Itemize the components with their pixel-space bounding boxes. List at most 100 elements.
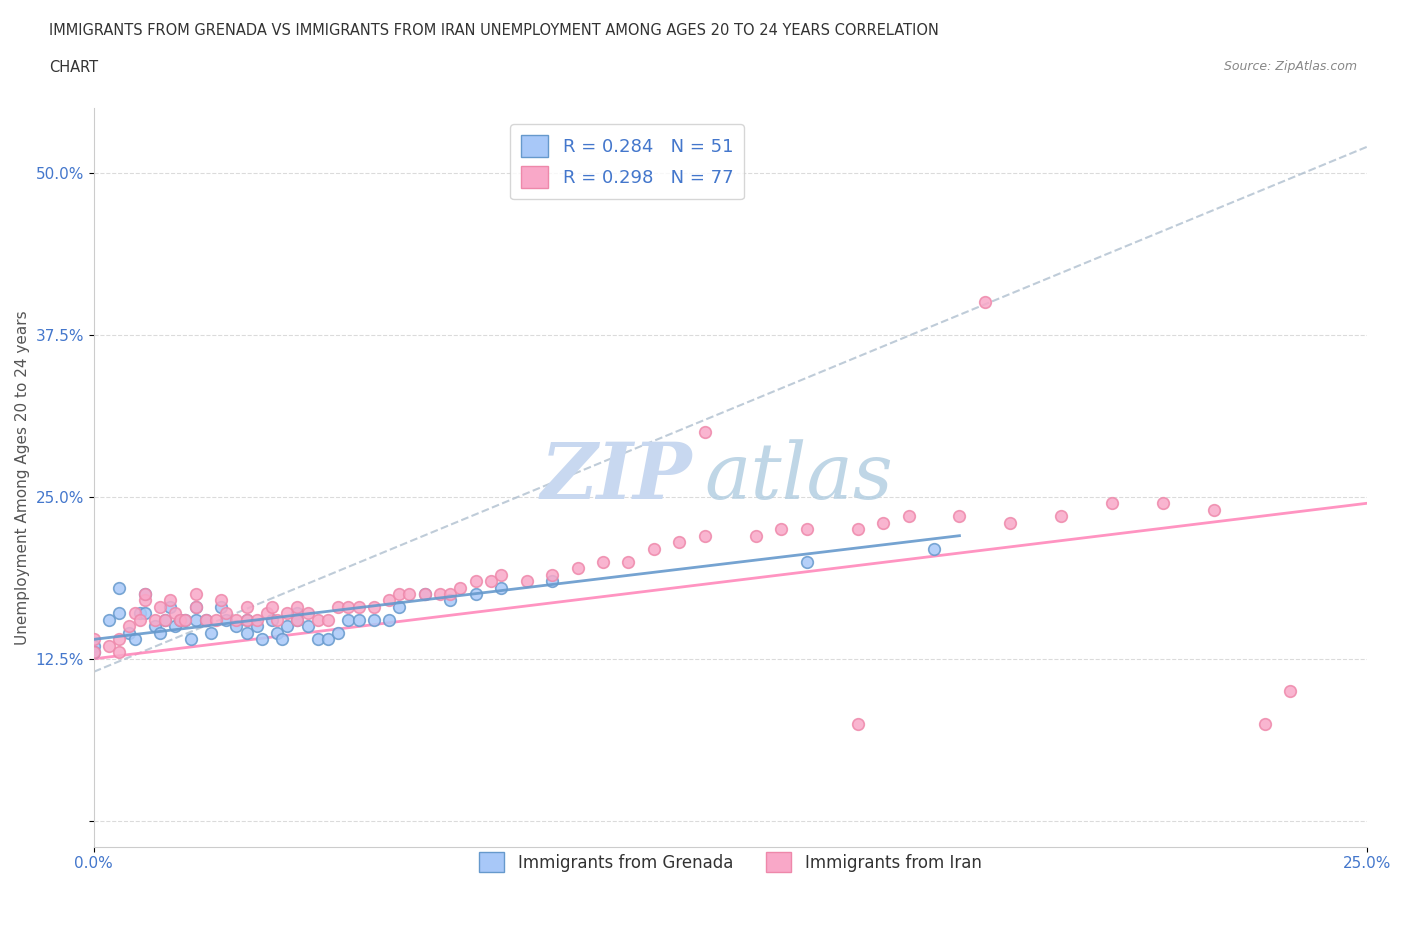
- Point: [745, 528, 768, 543]
- Point: [124, 606, 146, 621]
- Point: [108, 606, 131, 621]
- Point: [124, 632, 146, 647]
- Point: [567, 561, 589, 576]
- Point: [153, 613, 176, 628]
- Point: [337, 613, 360, 628]
- Point: [429, 587, 451, 602]
- Point: [287, 613, 309, 628]
- Point: [439, 593, 461, 608]
- Point: [948, 509, 970, 524]
- Point: [328, 600, 350, 615]
- Y-axis label: Unemployment Among Ages 20 to 24 years: Unemployment Among Ages 20 to 24 years: [15, 310, 30, 644]
- Point: [118, 619, 141, 634]
- Point: [1152, 496, 1174, 511]
- Point: [897, 509, 920, 524]
- Point: [1202, 502, 1225, 517]
- Point: [184, 600, 207, 615]
- Point: [184, 613, 207, 628]
- Point: [363, 613, 385, 628]
- Point: [541, 567, 564, 582]
- Point: [108, 644, 131, 659]
- Point: [83, 638, 105, 653]
- Point: [1050, 509, 1073, 524]
- Point: [668, 535, 690, 550]
- Point: [209, 600, 232, 615]
- Point: [209, 593, 232, 608]
- Point: [328, 626, 350, 641]
- Point: [205, 613, 228, 628]
- Point: [541, 574, 564, 589]
- Text: IMMIGRANTS FROM GRENADA VS IMMIGRANTS FROM IRAN UNEMPLOYMENT AMONG AGES 20 TO 24: IMMIGRANTS FROM GRENADA VS IMMIGRANTS FR…: [49, 23, 939, 38]
- Point: [256, 606, 278, 621]
- Point: [973, 295, 995, 310]
- Text: atlas: atlas: [704, 439, 894, 515]
- Point: [134, 606, 156, 621]
- Point: [159, 600, 181, 615]
- Text: Source: ZipAtlas.com: Source: ZipAtlas.com: [1223, 60, 1357, 73]
- Point: [464, 587, 486, 602]
- Point: [1254, 716, 1277, 731]
- Point: [398, 587, 420, 602]
- Point: [235, 613, 257, 628]
- Point: [184, 600, 207, 615]
- Point: [165, 619, 187, 634]
- Point: [796, 522, 818, 537]
- Point: [276, 606, 298, 621]
- Point: [287, 606, 309, 621]
- Point: [98, 613, 121, 628]
- Point: [266, 626, 288, 641]
- Point: [796, 554, 818, 569]
- Point: [134, 593, 156, 608]
- Point: [337, 600, 360, 615]
- Point: [200, 626, 222, 641]
- Point: [316, 632, 339, 647]
- Point: [235, 626, 257, 641]
- Legend: Immigrants from Grenada, Immigrants from Iran: Immigrants from Grenada, Immigrants from…: [472, 845, 988, 879]
- Point: [128, 613, 150, 628]
- Point: [169, 613, 191, 628]
- Point: [489, 580, 512, 595]
- Point: [449, 580, 471, 595]
- Point: [260, 600, 283, 615]
- Point: [307, 632, 329, 647]
- Point: [260, 613, 283, 628]
- Point: [83, 644, 105, 659]
- Point: [169, 613, 191, 628]
- Point: [225, 619, 247, 634]
- Point: [378, 613, 401, 628]
- Point: [872, 515, 894, 530]
- Point: [846, 716, 869, 731]
- Point: [98, 638, 121, 653]
- Point: [194, 613, 217, 628]
- Point: [1279, 684, 1302, 698]
- Point: [149, 600, 172, 615]
- Point: [617, 554, 640, 569]
- Point: [225, 613, 247, 628]
- Point: [118, 626, 141, 641]
- Point: [194, 613, 217, 628]
- Point: [83, 632, 105, 647]
- Text: CHART: CHART: [49, 60, 98, 75]
- Point: [287, 600, 309, 615]
- Point: [128, 606, 150, 621]
- Text: ZIP: ZIP: [540, 439, 692, 515]
- Point: [287, 613, 309, 628]
- Point: [246, 619, 269, 634]
- Point: [143, 619, 166, 634]
- Point: [276, 619, 298, 634]
- Point: [297, 606, 319, 621]
- Point: [159, 593, 181, 608]
- Point: [489, 567, 512, 582]
- Point: [770, 522, 793, 537]
- Point: [246, 613, 269, 628]
- Point: [413, 587, 436, 602]
- Point: [215, 613, 238, 628]
- Point: [297, 619, 319, 634]
- Point: [363, 600, 385, 615]
- Point: [846, 522, 869, 537]
- Point: [180, 632, 202, 647]
- Point: [184, 587, 207, 602]
- Point: [388, 587, 411, 602]
- Point: [693, 528, 716, 543]
- Point: [922, 541, 945, 556]
